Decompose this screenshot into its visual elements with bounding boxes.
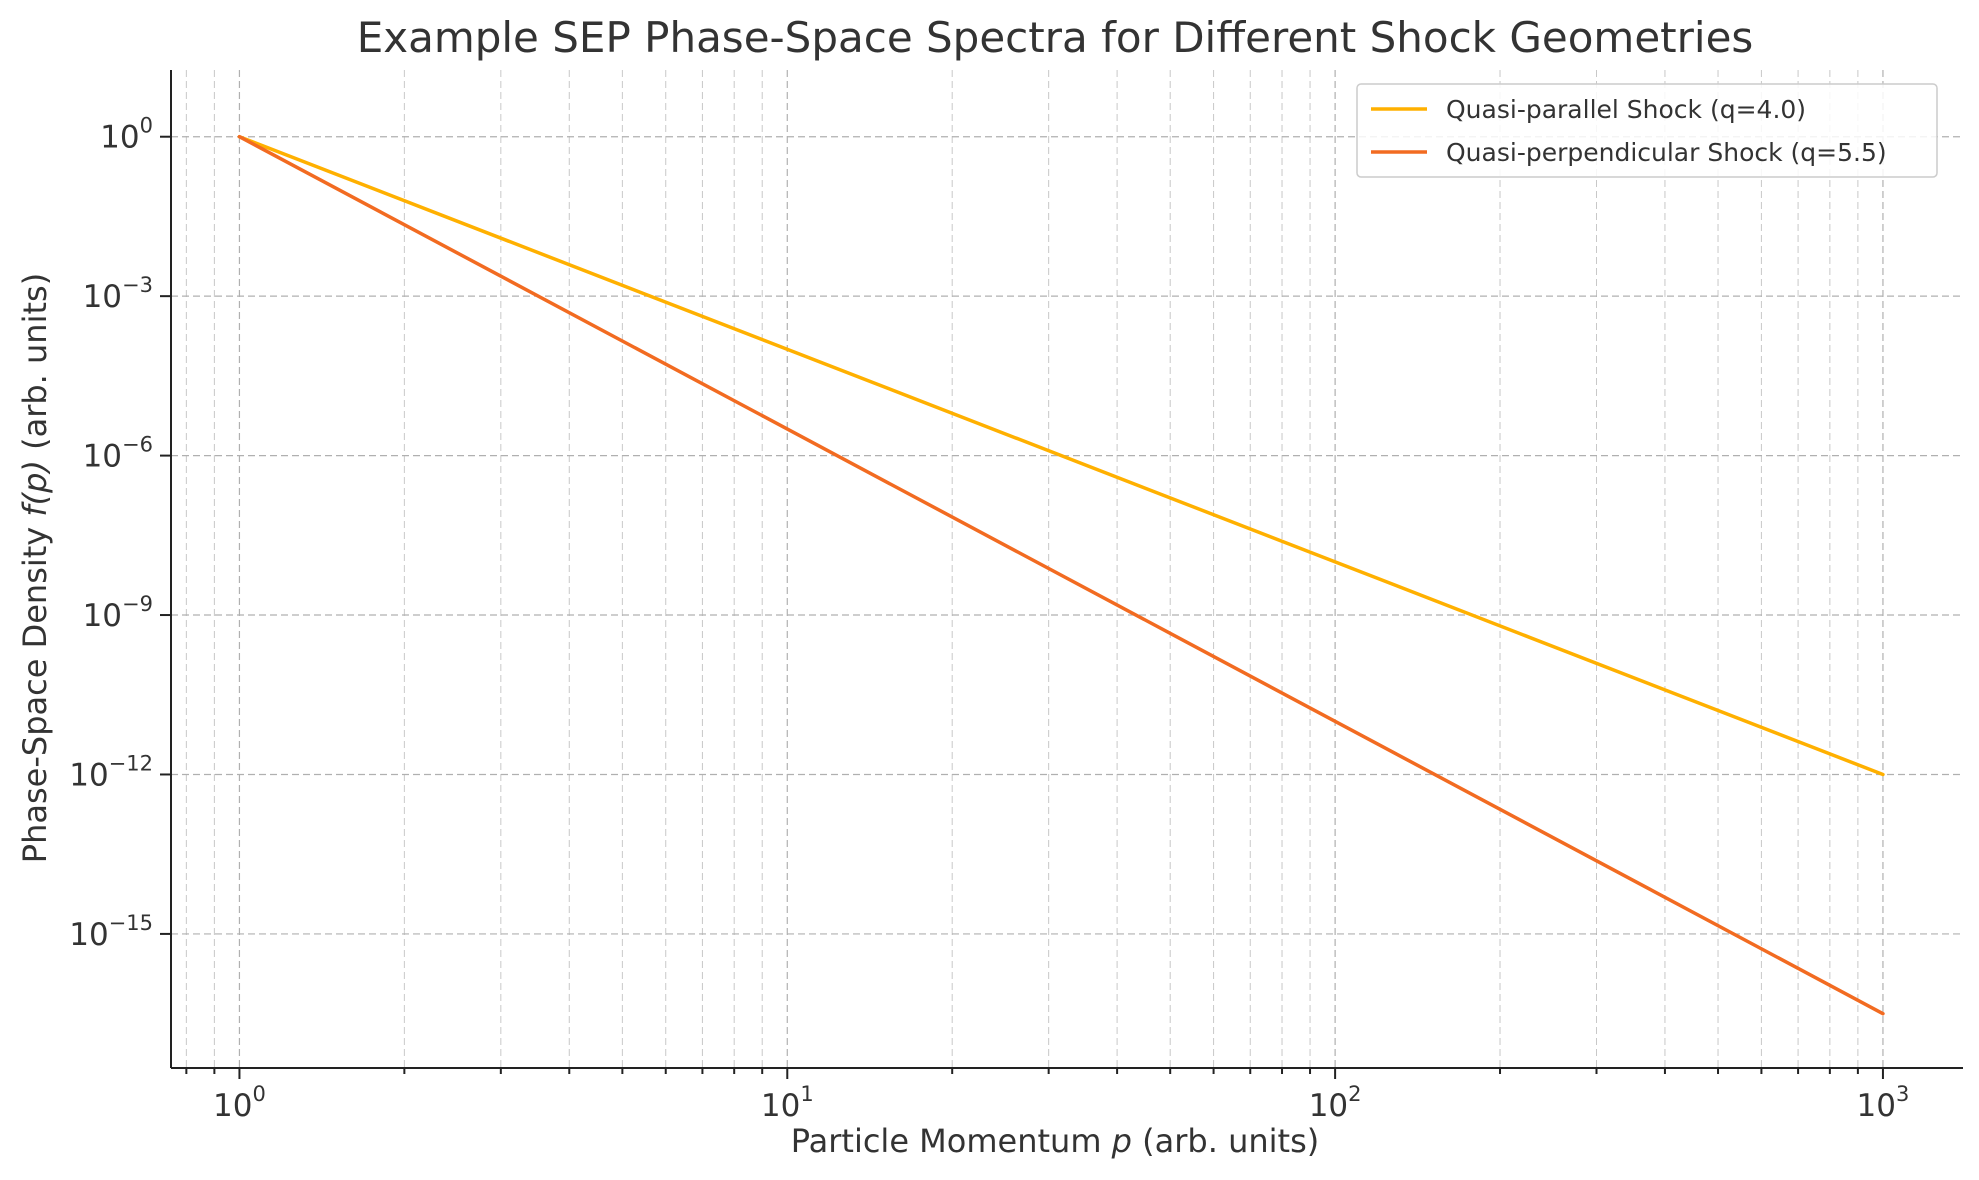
y-tick-label: 10−12 <box>69 751 153 793</box>
series-line-2 <box>237 134 1885 1016</box>
axes <box>160 70 1963 1079</box>
x-axis-label: Particle Momentum p (arb. units) <box>791 1122 1319 1160</box>
x-tick-label: 101 <box>761 1082 814 1124</box>
legend: Quasi-parallel Shock (q=4.0) Quasi-perpen… <box>1356 83 1938 178</box>
chart-title: Example SEP Phase-Space Spectra for Diff… <box>357 13 1754 62</box>
y-axis-label: Phase-Space Density f(p) (arb. units) <box>16 273 54 863</box>
y-tick-label: 10−6 <box>83 433 153 475</box>
y-tick-labels: 100 10−3 10−6 10−9 10−12 10−15 <box>69 114 153 953</box>
x-tick-label: 102 <box>1309 1082 1362 1124</box>
x-tick-labels: 100 101 102 103 <box>213 1082 1909 1124</box>
grid <box>171 70 1963 1068</box>
x-tick-label: 103 <box>1857 1082 1910 1124</box>
y-tick-label: 10−3 <box>83 273 153 315</box>
y-tick-label: 10−15 <box>69 911 153 953</box>
legend-box <box>1356 83 1938 178</box>
legend-label-1: Quasi-parallel Shock (q=4.0) <box>1446 95 1806 124</box>
y-tick-label: 100 <box>100 114 153 156</box>
x-tick-label: 100 <box>213 1082 266 1124</box>
series-line-1 <box>237 134 1885 777</box>
legend-label-2: Quasi-perpendicular Shock (q=5.5) <box>1446 138 1887 167</box>
series-lines <box>237 134 1885 1016</box>
y-tick-label: 10−9 <box>83 592 153 634</box>
